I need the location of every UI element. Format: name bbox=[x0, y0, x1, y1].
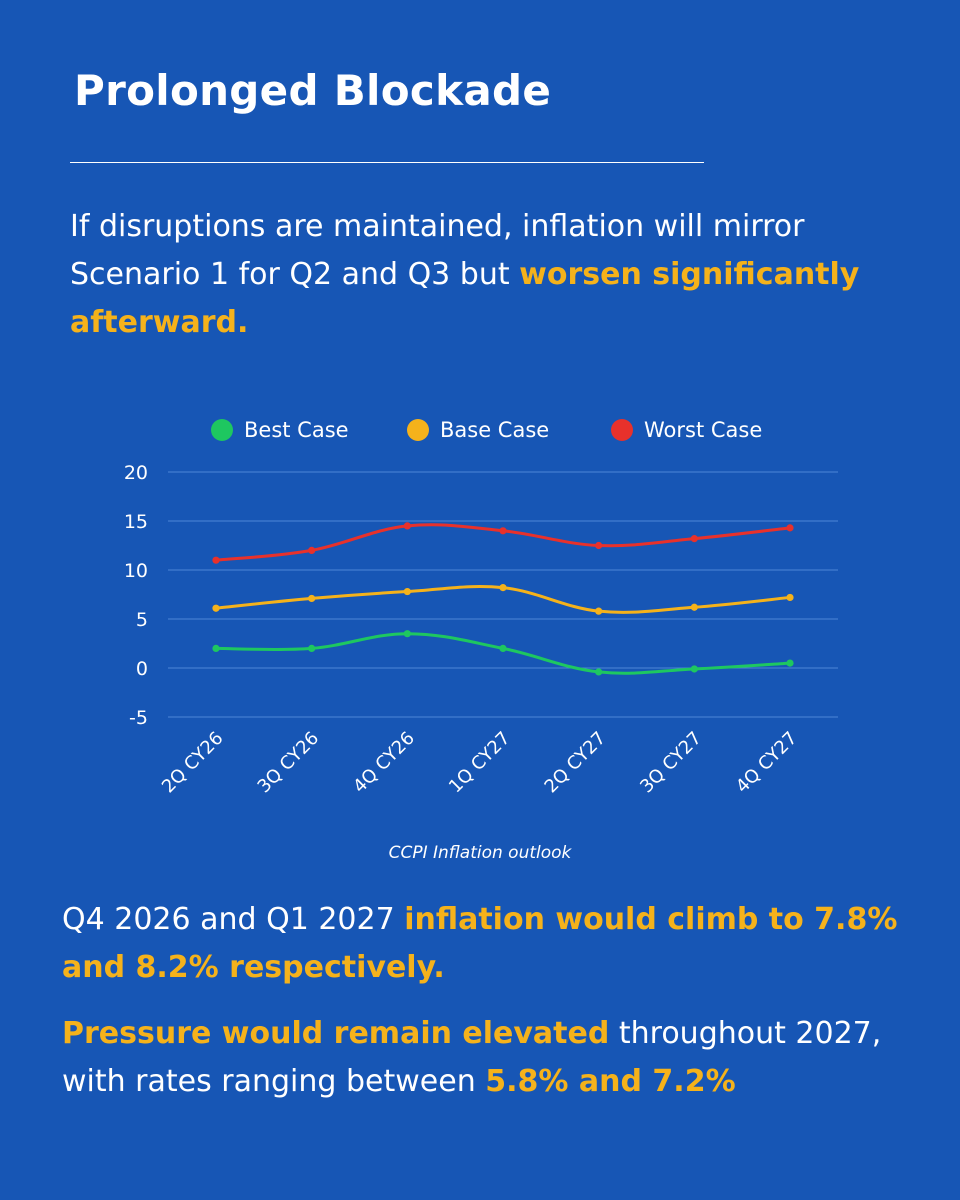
data-point-worst-case bbox=[403, 522, 411, 530]
intro-highlight: worsen significantly afterward. bbox=[70, 257, 860, 340]
x-tick-label: 4Q CY26 bbox=[349, 728, 419, 798]
legend-label-worst-case: Worst Case bbox=[644, 418, 762, 442]
data-point-best-case bbox=[786, 659, 794, 667]
data-point-best-case bbox=[308, 644, 316, 652]
legend-marker-best-case bbox=[211, 419, 233, 441]
data-point-worst-case bbox=[786, 524, 794, 532]
y-tick-label: 0 bbox=[136, 658, 148, 680]
intro-plain: If disruptions are maintained, inflation… bbox=[70, 209, 805, 292]
data-point-base-case bbox=[690, 603, 698, 611]
x-tick-label: 2Q CY27 bbox=[541, 728, 611, 798]
data-point-base-case bbox=[403, 587, 411, 596]
data-point-worst-case bbox=[499, 527, 507, 535]
data-point-best-case bbox=[499, 644, 507, 652]
data-point-worst-case bbox=[308, 546, 316, 554]
data-point-base-case bbox=[595, 607, 603, 615]
title-divider bbox=[70, 162, 704, 163]
para2-highlight-2: 5.8% and 7.2% bbox=[485, 1064, 736, 1099]
page-title: Prolonged Blockade bbox=[74, 66, 552, 115]
y-tick-label: -5 bbox=[129, 707, 148, 729]
y-tick-label: 10 bbox=[124, 560, 148, 582]
data-point-best-case bbox=[595, 668, 603, 676]
data-point-best-case bbox=[403, 630, 411, 638]
legend-label-best-case: Best Case bbox=[244, 418, 349, 442]
para2-plain: throughout 2027, with rates ranging betw… bbox=[62, 1016, 882, 1099]
legend-label-base-case: Base Case bbox=[440, 418, 549, 442]
y-tick-label: 5 bbox=[136, 609, 148, 631]
legend-marker-base-case bbox=[407, 419, 429, 441]
para1-plain: Q4 2026 and Q1 2027 bbox=[62, 902, 405, 937]
series-line-best-case bbox=[214, 632, 792, 675]
data-point-base-case bbox=[786, 593, 794, 602]
data-point-worst-case bbox=[212, 556, 220, 564]
para2-highlight-1: Pressure would remain elevated bbox=[62, 1016, 610, 1051]
intro-text: If disruptions are maintained, inflation… bbox=[70, 203, 930, 347]
x-tick-label: 2Q CY26 bbox=[158, 728, 228, 798]
x-tick-label: 3Q CY26 bbox=[254, 728, 324, 798]
data-point-base-case bbox=[499, 584, 507, 592]
chart-caption: CCPI Inflation outlook bbox=[389, 843, 573, 863]
y-tick-label: 15 bbox=[124, 511, 148, 533]
x-tick-label: 1Q CY27 bbox=[445, 728, 515, 798]
data-point-best-case bbox=[690, 665, 698, 673]
legend-marker-worst-case bbox=[611, 419, 633, 441]
inflation-line-chart: 20 15 10 5 0 -5 2Q CY26 3Q CY26 4Q CY26 1Q CY27 2Q… bbox=[124, 418, 838, 863]
y-tick-label: 20 bbox=[124, 462, 148, 484]
x-tick-label: 4Q CY27 bbox=[732, 728, 802, 798]
data-point-worst-case bbox=[595, 541, 603, 550]
data-point-base-case bbox=[212, 604, 220, 612]
forecast-paragraph-2: Pressure would remain elevated throughou… bbox=[62, 1010, 922, 1106]
data-point-worst-case bbox=[690, 535, 698, 543]
forecast-paragraph-1: Q4 2026 and Q1 2027 inflation would clim… bbox=[62, 896, 922, 992]
x-tick-label: 3Q CY27 bbox=[636, 728, 706, 798]
para1-highlight: inflation would climb to 7.8% and 8.2% r… bbox=[62, 902, 898, 985]
data-point-base-case bbox=[308, 594, 316, 603]
data-point-best-case bbox=[212, 644, 220, 652]
